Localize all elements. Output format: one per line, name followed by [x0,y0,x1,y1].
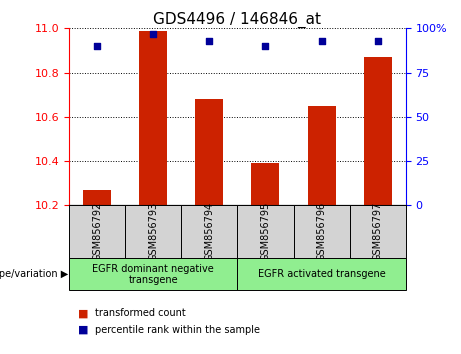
Bar [83,190,111,205]
Bar [251,163,279,205]
Text: GSM856794: GSM856794 [204,202,214,262]
Point [149,31,157,36]
Point [374,38,381,44]
Text: EGFR dominant negative
transgene: EGFR dominant negative transgene [92,263,214,285]
Text: GSM856797: GSM856797 [372,202,383,262]
Bar [139,30,167,205]
Point [94,43,101,49]
Point [262,43,269,49]
Title: GDS4496 / 146846_at: GDS4496 / 146846_at [154,12,321,28]
Bar [349,205,406,258]
Bar [294,205,349,258]
Text: transformed count: transformed count [95,308,185,318]
Text: EGFR activated transgene: EGFR activated transgene [258,269,385,279]
Bar [237,258,406,290]
Bar [364,57,392,205]
Text: ■: ■ [78,325,89,335]
Text: GSM856796: GSM856796 [317,202,326,262]
Bar [237,205,294,258]
Text: percentile rank within the sample: percentile rank within the sample [95,325,260,335]
Bar [181,205,237,258]
Text: GSM856793: GSM856793 [148,202,158,262]
Bar [195,99,224,205]
Bar [125,205,181,258]
Text: GSM856795: GSM856795 [260,202,271,262]
Point [206,38,213,44]
Text: genotype/variation ▶: genotype/variation ▶ [0,269,68,279]
Bar [307,106,336,205]
Bar [69,258,237,290]
Text: ■: ■ [78,308,89,318]
Text: GSM856792: GSM856792 [92,202,102,262]
Bar [69,205,125,258]
Point [318,38,325,44]
